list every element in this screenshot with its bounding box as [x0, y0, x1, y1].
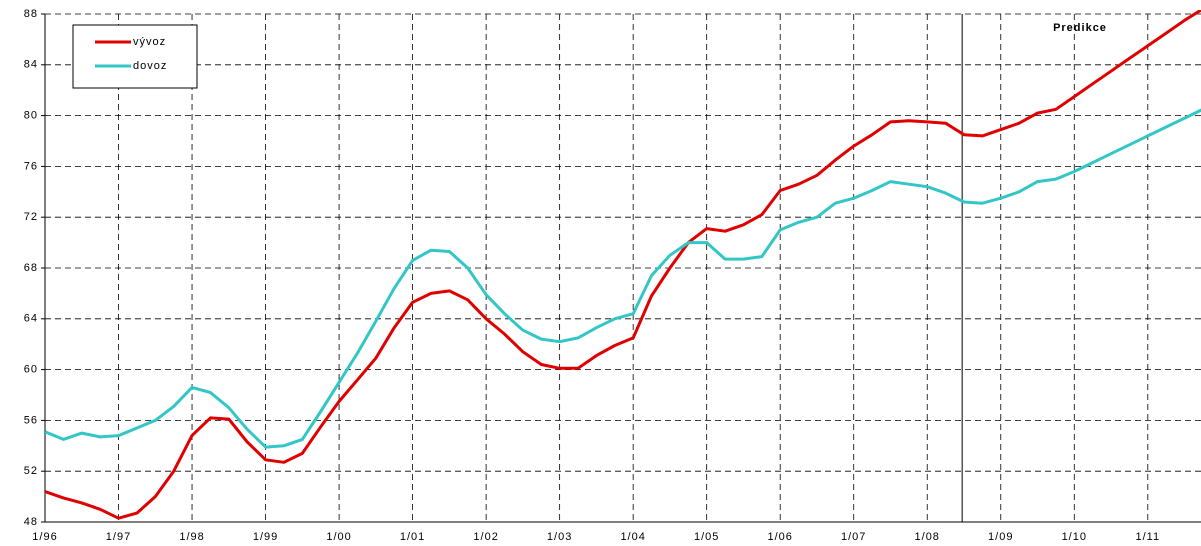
legend-box [72, 24, 198, 89]
y-tick-label: 68 [24, 262, 38, 274]
annotation: Predikce [1053, 22, 1107, 34]
x-tick-label: 1/05 [694, 531, 719, 543]
x-tick-label: 1/96 [32, 531, 57, 543]
x-tick-label: 1/00 [326, 531, 351, 543]
x-tick-label: 1/08 [915, 531, 940, 543]
x-tick-label: 1/06 [767, 531, 792, 543]
y-tick-label: 64 [24, 313, 38, 325]
x-tick-label: 1/03 [547, 531, 572, 543]
y-tick-label: 88 [24, 8, 38, 20]
x-tick-label: 1/99 [253, 531, 278, 543]
x-tick-label: 1/02 [473, 531, 498, 543]
y-tick-label: 56 [24, 414, 38, 426]
x-tick-label: 1/97 [106, 531, 131, 543]
x-tick-label: 1/11 [1136, 531, 1161, 543]
y-tick-label: 72 [24, 211, 38, 223]
legend-label: dovoz [133, 60, 167, 72]
y-tick-label: 80 [24, 110, 38, 122]
x-tick-label: 1/98 [179, 531, 204, 543]
y-tick-label: 48 [24, 516, 38, 528]
legend-label: vývoz [133, 36, 166, 48]
series-line [45, 10, 1201, 520]
plot-lines [45, 10, 1201, 520]
x-tick-label: 1/10 [1062, 531, 1087, 543]
x-tick-label: 1/07 [841, 531, 866, 543]
x-tick-label: 1/09 [988, 531, 1013, 543]
x-tick-label: 1/04 [620, 531, 645, 543]
y-tick-label: 60 [24, 364, 38, 376]
y-tick-label: 84 [24, 59, 38, 71]
series-line [45, 108, 1201, 449]
y-tick-label: 52 [24, 465, 38, 477]
y-tick-label: 76 [24, 160, 38, 172]
x-tick-label: 1/01 [400, 531, 425, 543]
